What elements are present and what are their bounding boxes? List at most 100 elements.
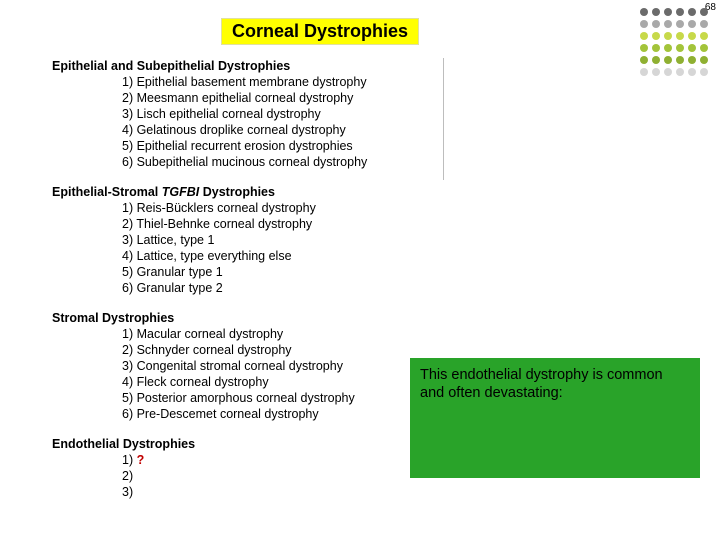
item-text: 6) Pre-Descemet corneal dystrophy [122, 407, 319, 421]
section-heading: Epithelial and Subepithelial Dystrophies [52, 58, 367, 74]
dot-icon [688, 8, 696, 16]
item-text: 5) Epithelial recurrent erosion dystroph… [122, 139, 353, 153]
list-item: 4) Fleck corneal dystrophy [122, 374, 367, 390]
dot-icon [700, 56, 708, 64]
item-text: 5) Posterior amorphous corneal dystrophy [122, 391, 355, 405]
dot-icon [700, 68, 708, 76]
heading-text: Stromal Dystrophies [52, 311, 174, 325]
dot-icon [676, 68, 684, 76]
section: Endothelial Dystrophies1) ?2)3) [52, 436, 367, 500]
item-text: 1) [122, 453, 137, 467]
vertical-divider [443, 58, 444, 180]
dot-icon [664, 20, 672, 28]
heading-suffix: Dystrophies [199, 185, 275, 199]
dot-icon [688, 68, 696, 76]
item-list: 1) Macular corneal dystrophy 2) Schnyder … [122, 326, 367, 422]
decorative-dot-grid [640, 8, 710, 78]
item-list: 1) Reis-Bücklers corneal dystrophy 2) Thi… [122, 200, 367, 296]
list-item: 5) Posterior amorphous corneal dystrophy [122, 390, 367, 406]
list-item: 1) Epithelial basement membrane dystroph… [122, 74, 367, 90]
item-text: 4) Lattice, type everything else [122, 249, 292, 263]
list-item: 4) Gelatinous droplike corneal dystrophy [122, 122, 367, 138]
item-text: 2) Thiel-Behnke corneal dystrophy [122, 217, 312, 231]
item-text: 4) Fleck corneal dystrophy [122, 375, 269, 389]
dot-icon [640, 44, 648, 52]
list-item: 1) Reis-Bücklers corneal dystrophy [122, 200, 367, 216]
section-heading: Epithelial-Stromal TGFBI Dystrophies [52, 184, 367, 200]
item-text: 4) Gelatinous droplike corneal dystrophy [122, 123, 346, 137]
heading-text: Epithelial and Subepithelial Dystrophies [52, 59, 290, 73]
list-item: 4) Lattice, type everything else [122, 248, 367, 264]
dot-icon [652, 32, 660, 40]
content-area: Epithelial and Subepithelial Dystrophies… [52, 58, 367, 514]
section: Epithelial and Subepithelial Dystrophies… [52, 58, 367, 170]
question-mark: ? [137, 453, 145, 467]
dot-icon [700, 32, 708, 40]
dot-icon [640, 20, 648, 28]
item-text: 3) Lattice, type 1 [122, 233, 214, 247]
dot-icon [664, 44, 672, 52]
dot-icon [664, 32, 672, 40]
item-text: 1) Epithelial basement membrane dystroph… [122, 75, 367, 89]
item-text: 2) Schnyder corneal dystrophy [122, 343, 292, 357]
item-list: 1) ?2)3) [122, 452, 367, 500]
section-heading: Endothelial Dystrophies [52, 436, 367, 452]
dot-icon [664, 68, 672, 76]
item-list: 1) Epithelial basement membrane dystroph… [122, 74, 367, 170]
section: Epithelial-Stromal TGFBI Dystrophies1) R… [52, 184, 367, 296]
dot-icon [652, 44, 660, 52]
callout-text: This endothelial dystrophy is common and… [420, 367, 663, 401]
item-text: 3) Lisch epithelial corneal dystrophy [122, 107, 321, 121]
item-text: 5) Granular type 1 [122, 265, 223, 279]
list-item: 3) Congenital stromal corneal dystrophy [122, 358, 367, 374]
dot-icon [652, 20, 660, 28]
dot-icon [688, 32, 696, 40]
list-item: 3) Lattice, type 1 [122, 232, 367, 248]
dot-icon [676, 8, 684, 16]
heading-text: Endothelial Dystrophies [52, 437, 195, 451]
item-text: 2) [122, 469, 133, 483]
list-item: 6) Pre-Descemet corneal dystrophy [122, 406, 367, 422]
slide-title: Corneal Dystrophies [221, 18, 419, 45]
dot-icon [676, 56, 684, 64]
list-item: 2) Schnyder corneal dystrophy [122, 342, 367, 358]
item-text: 6) Granular type 2 [122, 281, 223, 295]
dot-icon [688, 44, 696, 52]
title-container: Corneal Dystrophies [30, 0, 610, 45]
list-item: 5) Granular type 1 [122, 264, 367, 280]
list-item: 2) [122, 468, 367, 484]
dot-icon [652, 8, 660, 16]
item-text: 1) Macular corneal dystrophy [122, 327, 283, 341]
heading-text: Epithelial-Stromal [52, 185, 162, 199]
dot-icon [688, 20, 696, 28]
dot-icon [640, 68, 648, 76]
list-item: 5) Epithelial recurrent erosion dystroph… [122, 138, 367, 154]
section-heading: Stromal Dystrophies [52, 310, 367, 326]
dot-icon [700, 8, 708, 16]
dot-icon [676, 44, 684, 52]
callout-box: This endothelial dystrophy is common and… [410, 358, 700, 478]
item-text: 6) Subepithelial mucinous corneal dystro… [122, 155, 367, 169]
dot-icon [652, 68, 660, 76]
list-item: 1) ? [122, 452, 367, 468]
list-item: 3) Lisch epithelial corneal dystrophy [122, 106, 367, 122]
heading-italic: TGFBI [162, 185, 200, 199]
list-item: 2) Thiel-Behnke corneal dystrophy [122, 216, 367, 232]
dot-icon [664, 8, 672, 16]
dot-icon [700, 20, 708, 28]
item-text: 3) [122, 485, 133, 499]
dot-icon [640, 56, 648, 64]
dot-icon [676, 20, 684, 28]
list-item: 3) [122, 484, 367, 500]
dot-icon [676, 32, 684, 40]
dot-icon [640, 8, 648, 16]
section: Stromal Dystrophies1) Macular corneal dy… [52, 310, 367, 422]
dot-icon [640, 32, 648, 40]
list-item: 1) Macular corneal dystrophy [122, 326, 367, 342]
dot-icon [688, 56, 696, 64]
dot-icon [700, 44, 708, 52]
list-item: 6) Granular type 2 [122, 280, 367, 296]
list-item: 6) Subepithelial mucinous corneal dystro… [122, 154, 367, 170]
list-item: 2) Meesmann epithelial corneal dystrophy [122, 90, 367, 106]
item-text: 1) Reis-Bücklers corneal dystrophy [122, 201, 316, 215]
